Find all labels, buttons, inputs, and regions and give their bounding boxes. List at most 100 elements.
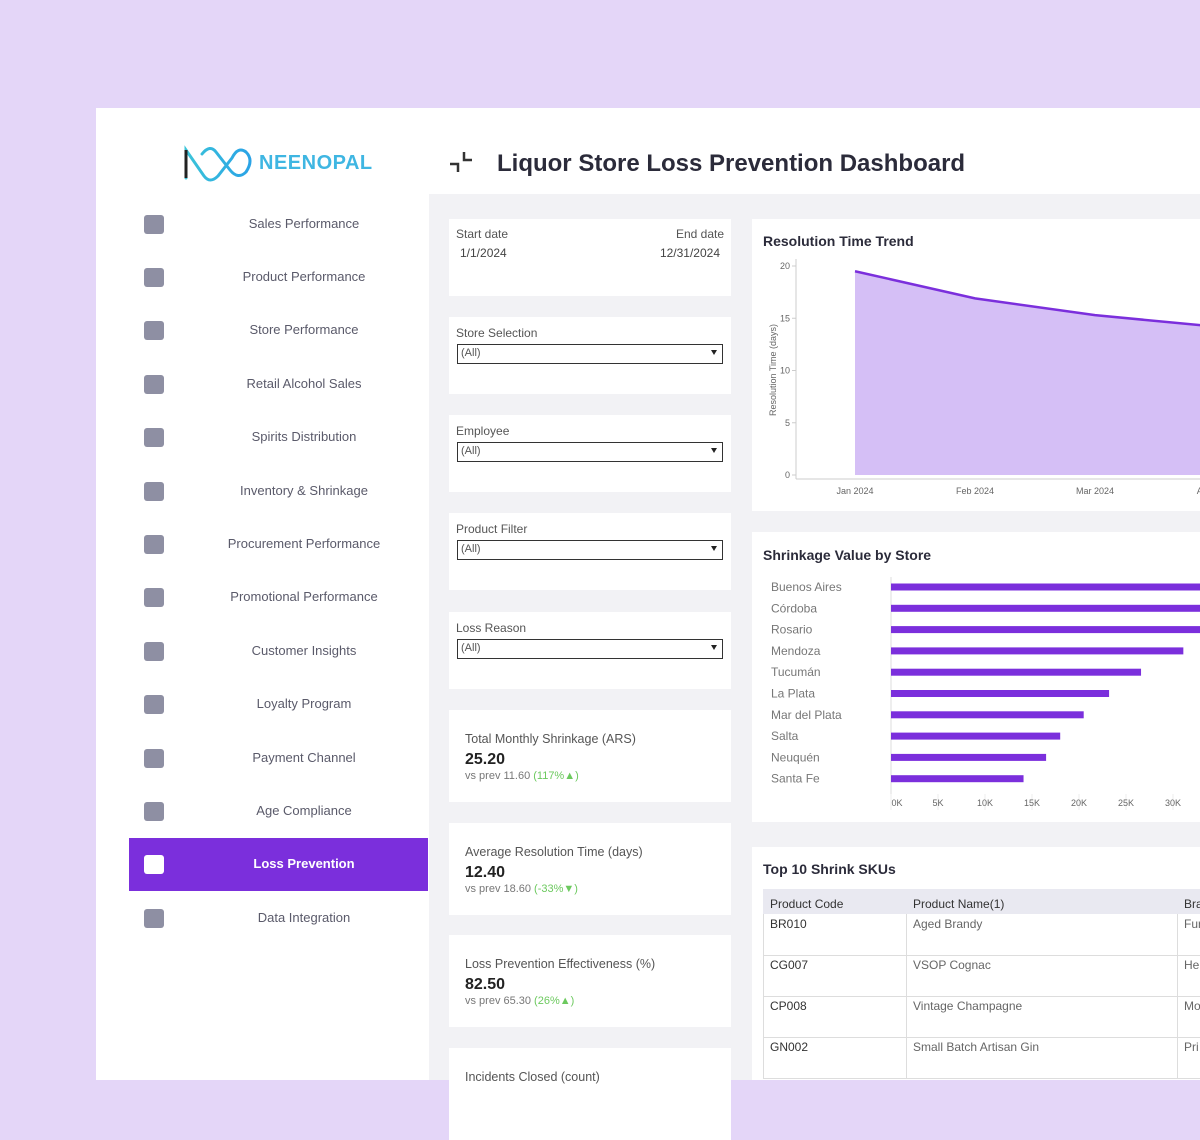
- dropdown-value: (All): [461, 347, 481, 359]
- nav-item[interactable]: Loss Prevention: [129, 838, 428, 892]
- nav-item[interactable]: Age Compliance: [129, 785, 428, 838]
- nav-item[interactable]: Retail Alcohol Sales: [129, 358, 428, 411]
- dropdown-value: (All): [461, 543, 481, 555]
- category-label: Buenos Aires: [771, 580, 842, 594]
- x-tick-label: 20K: [1071, 798, 1087, 808]
- kpi-value: 12.40: [465, 864, 506, 881]
- kpi-value: 82.50: [465, 976, 506, 993]
- bar-chart: Shrinkage Value by Store 0K 5K 10K 15K 20K 25K…: [763, 547, 1200, 810]
- filter-card: Store Selection (All): [449, 317, 731, 394]
- kpi-compare: vs prev 18.60 (-33%▼): [465, 883, 578, 895]
- x-tick-label: 25K: [1118, 798, 1134, 808]
- kpi-value: 25.20: [465, 751, 506, 768]
- table-cell: VSOP Cognac: [913, 958, 991, 972]
- y-tick-label: 20: [780, 261, 790, 271]
- table-cell: GN002: [770, 1040, 809, 1054]
- x-tick-label: 5K: [932, 798, 943, 808]
- kpi-card: Loss Prevention Effectiveness (%) 82.50 vs…: [449, 935, 731, 1027]
- nav-item[interactable]: Inventory & Shrinkage: [129, 465, 428, 518]
- category-label: Salta: [771, 729, 799, 743]
- nav-item[interactable]: Sales Performance: [129, 198, 428, 251]
- end-date[interactable]: 12/31/2024: [659, 246, 720, 260]
- collapse-icon[interactable]: [448, 150, 474, 176]
- nav-icon: [144, 374, 164, 394]
- row-border: [763, 1078, 1200, 1079]
- nav-item[interactable]: Promotional Performance: [129, 571, 428, 624]
- nav-label: Procurement Performance: [227, 535, 381, 551]
- x-tick-label: Feb 2024: [956, 486, 994, 496]
- start-label: Start date: [456, 227, 509, 241]
- nav-label: Inventory & Shrinkage: [240, 482, 368, 498]
- category-label: Neuquén: [771, 750, 820, 764]
- table-cell: Fur: [1184, 917, 1200, 931]
- nav-label: Data Integration: [257, 909, 351, 925]
- dropdown[interactable]: (All): [457, 344, 723, 364]
- table-cell: Vintage Champagne: [913, 999, 1023, 1013]
- nav-icon: [144, 695, 164, 715]
- nav-item[interactable]: Store Performance: [129, 304, 428, 357]
- dropdown-arrow: [711, 546, 717, 551]
- filter-label: Loss Reason: [456, 621, 527, 635]
- bar: [891, 732, 1061, 740]
- table-title: Top 10 Shrink SKUs: [763, 861, 896, 877]
- nav-icon: [144, 428, 164, 448]
- nav-item[interactable]: Spirits Distribution: [129, 411, 428, 464]
- nav-label: Loyalty Program: [256, 696, 352, 712]
- nav-item[interactable]: Procurement Performance: [129, 518, 428, 571]
- col-border: [763, 914, 764, 955]
- dropdown[interactable]: (All): [457, 442, 723, 462]
- table-card: Top 10 Shrink SKUs Product Code Product Na…: [752, 847, 1200, 1080]
- nav-icon: [144, 481, 164, 501]
- nav-item[interactable]: Product Performance: [129, 251, 428, 304]
- nav-label: Spirits Distribution: [251, 429, 357, 445]
- nav-icon: [144, 534, 164, 554]
- column-header: Product Name(1): [913, 897, 1005, 911]
- filter-card: Product Filter (All): [449, 513, 731, 590]
- category-label: Mar del Plata: [771, 708, 842, 722]
- nav-item[interactable]: Payment Channel: [129, 732, 428, 785]
- logo-text: NEENOPAL: [259, 152, 373, 174]
- nav-label: Product Performance: [242, 268, 366, 284]
- table-cell: CP008: [770, 999, 807, 1013]
- column-header: Product Code: [770, 897, 844, 911]
- table-cell: BR010: [770, 917, 807, 931]
- nav-item[interactable]: Loyalty Program: [129, 678, 428, 731]
- nav-label: Age Compliance: [256, 802, 352, 818]
- nav-icon: [144, 748, 164, 768]
- column-header: Bra: [1184, 897, 1200, 911]
- nav-icon: [144, 588, 164, 608]
- dropdown-value: (All): [461, 445, 481, 457]
- nav-label: Payment Channel: [252, 749, 356, 765]
- start-date[interactable]: 1/1/2024: [460, 246, 507, 260]
- kpi-compare: vs prev 65.30 (26%▲): [465, 995, 574, 1007]
- nav-item[interactable]: Data Integration: [129, 892, 428, 945]
- x-tick-label: Apr 2024: [1197, 486, 1200, 496]
- nav-icon: [144, 908, 164, 928]
- row-border: [763, 1037, 1200, 1038]
- nav-icon: [144, 214, 164, 234]
- table-cell: Small Batch Artisan Gin: [913, 1040, 1040, 1054]
- row-border: [763, 996, 1200, 997]
- kpi-prev: vs prev 11.60: [465, 770, 531, 782]
- line: [854, 270, 1200, 327]
- table-cell: He: [1184, 958, 1200, 972]
- bar: [891, 647, 1184, 655]
- chart-title: Shrinkage Value by Store: [763, 547, 931, 563]
- nav-item[interactable]: Customer Insights: [129, 625, 428, 678]
- col-border: [1177, 996, 1178, 1037]
- x-tick-label: Jan 2024: [836, 486, 873, 496]
- page: Dashboard {"logo": "NEENOPAL", "header":…: [96, 108, 1200, 1140]
- x-tick-label: 0K: [891, 798, 902, 808]
- kpi-label: Total Monthly Shrinkage (ARS): [465, 732, 636, 746]
- row-border: [763, 955, 1200, 956]
- category-label: Tucumán: [771, 665, 821, 679]
- dropdown[interactable]: (All): [457, 540, 723, 560]
- col-border: [1177, 955, 1178, 996]
- area: [855, 271, 1200, 475]
- bar: [891, 626, 1200, 634]
- dropdown[interactable]: (All): [457, 639, 723, 659]
- bar: [891, 668, 1142, 676]
- bar: [891, 604, 1200, 612]
- filter-label: Employee: [456, 424, 510, 438]
- x-tick-label: 30K: [1165, 798, 1181, 808]
